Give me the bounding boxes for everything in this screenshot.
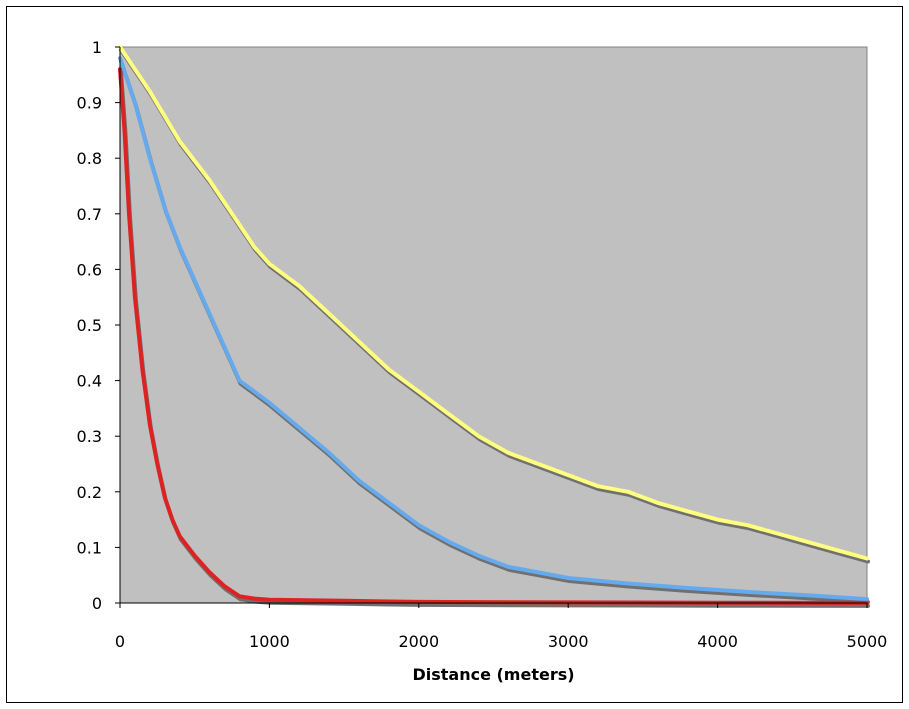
y-tick-label: 0.4 (77, 372, 102, 391)
series-2-line (118, 56, 869, 602)
y-tick-label: 0.8 (77, 149, 102, 168)
ticks: 0 0.1 0.2 0.3 0.4 0.5 0.6 0.7 0.8 0.9 1 0 1000 2000 30… (77, 38, 888, 651)
x-tick-label: 2000 (398, 632, 439, 651)
x-tick-label: 1000 (249, 632, 290, 651)
x-tick-label: 5000 (847, 632, 888, 651)
y-tick-label: 0.6 (77, 260, 102, 279)
y-tick-label: 0.9 (77, 94, 102, 113)
y-tick-label: 0.3 (77, 427, 102, 446)
y-tick-label: 0.7 (77, 205, 102, 224)
x-axis-title: Distance (meters) (412, 665, 574, 684)
series-layer (118, 45, 870, 608)
y-tick-label: 0.2 (77, 483, 102, 502)
y-tick-label: 0.5 (77, 316, 102, 335)
x-tick-label: 3000 (548, 632, 589, 651)
x-tick-label: 4000 (697, 632, 738, 651)
y-tick-label: 0 (92, 594, 102, 613)
x-tick-label: 0 (115, 632, 125, 651)
plot-area (119, 46, 868, 604)
series-3-line (118, 67, 869, 605)
series-1-line (118, 45, 869, 561)
y-tick-label: 0.1 (77, 538, 102, 557)
y-tick-label: 1 (92, 38, 102, 57)
